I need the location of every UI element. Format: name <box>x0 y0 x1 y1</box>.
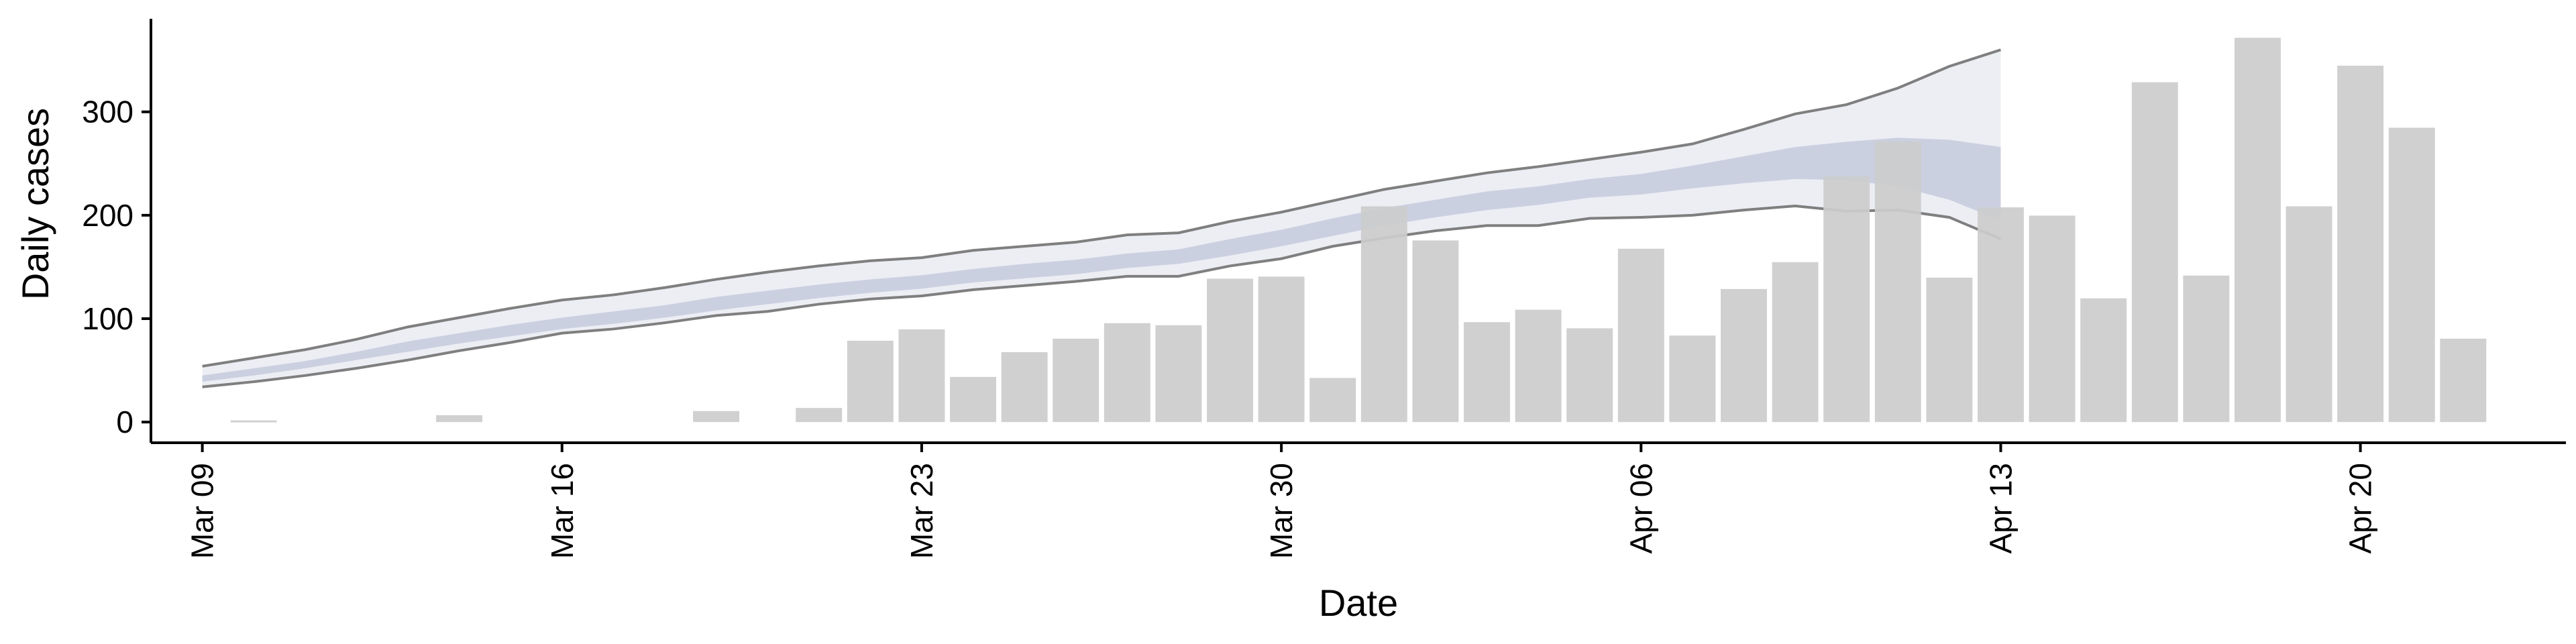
bar <box>847 340 894 423</box>
bars-layer <box>230 38 2487 423</box>
bar <box>2131 82 2178 423</box>
x-tick-label: Apr 13 <box>1983 463 2018 554</box>
y-tick-label: 300 <box>82 95 133 129</box>
bar <box>1823 176 1870 423</box>
y-tick-label: 0 <box>116 405 133 439</box>
bar <box>1053 338 1099 423</box>
bar <box>1874 141 1921 423</box>
bar <box>1977 207 2024 423</box>
bar <box>1617 248 1664 423</box>
bar <box>2029 215 2076 423</box>
x-axis-title: Date <box>1319 582 1398 624</box>
bar <box>796 408 843 423</box>
y-tick-label: 100 <box>82 301 133 336</box>
bar <box>1207 278 1253 423</box>
band-outer-area <box>202 50 2001 387</box>
bar <box>1721 288 1767 423</box>
x-tick-label: Mar 23 <box>904 463 939 559</box>
bar <box>436 415 483 423</box>
bar <box>2388 127 2435 423</box>
bar <box>1772 262 1819 423</box>
bar <box>2286 206 2332 423</box>
bar <box>1258 276 1305 423</box>
bar <box>1926 277 1973 423</box>
band-upper-line <box>202 48 2002 368</box>
y-tick-label: 200 <box>82 198 133 233</box>
x-tick-label: Mar 30 <box>1264 463 1299 559</box>
band-inner-area <box>202 138 2001 382</box>
x-tick-label: Apr 20 <box>2343 463 2378 554</box>
bar <box>1104 323 1150 423</box>
bar <box>1001 352 1048 423</box>
bar <box>1669 335 1716 423</box>
bar <box>1412 240 1459 423</box>
bar <box>1515 309 1562 423</box>
bar <box>2234 38 2281 423</box>
bar <box>2337 65 2384 423</box>
x-tick-label: Mar 16 <box>545 463 580 559</box>
x-tick-label: Apr 06 <box>1623 463 1658 554</box>
bar <box>1566 328 1613 423</box>
x-tick-label: Mar 09 <box>185 463 220 559</box>
bar <box>898 329 945 423</box>
bar <box>1360 206 1407 423</box>
bar <box>230 420 277 423</box>
bar <box>693 411 740 423</box>
bar <box>950 376 996 423</box>
band-lower-line <box>202 204 2002 388</box>
y-axis-title: Daily cases <box>14 108 56 300</box>
bar <box>2183 275 2230 423</box>
bar <box>2080 298 2127 423</box>
axes-layer <box>150 19 2566 444</box>
ticks-layer: 0 100 200 300 Mar 09 Mar 16 Mar 23 Mar 30 Apr 06… <box>82 95 2377 559</box>
bar <box>1464 322 1510 423</box>
bar <box>1155 325 1202 423</box>
bar <box>1309 378 1356 423</box>
bar <box>2440 338 2487 423</box>
forecast-band-layer <box>202 48 2002 388</box>
